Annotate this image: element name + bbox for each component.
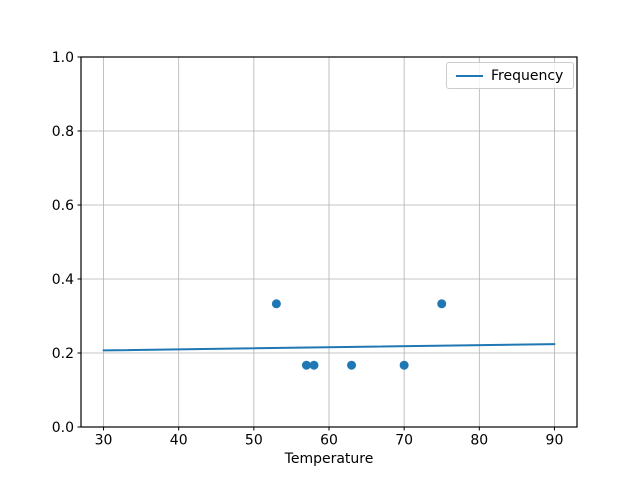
scatter-point — [301, 360, 311, 370]
legend: Frequency — [446, 62, 575, 89]
scatter-point — [271, 299, 281, 309]
y-tick-label: 0.4 — [52, 272, 74, 288]
y-tick-label: 1.0 — [52, 50, 74, 66]
x-tick-label: 40 — [170, 433, 188, 449]
series-line-frequency — [102, 343, 556, 352]
legend-label: Frequency — [491, 67, 564, 84]
x-tick-label: 70 — [395, 433, 413, 449]
x-tick-label: 60 — [320, 433, 338, 449]
x-tick-label: 30 — [95, 433, 113, 449]
plot-border — [80, 56, 578, 428]
y-tick-label: 0.8 — [52, 124, 74, 140]
scatter-point — [437, 299, 447, 309]
y-tick-label: 0.2 — [52, 346, 74, 362]
x-axis-label: Temperature — [284, 451, 374, 467]
x-tick-label: 50 — [245, 433, 263, 449]
scatter-point — [309, 360, 319, 370]
scatter-point — [347, 360, 357, 370]
x-tick-label: 80 — [470, 433, 488, 449]
y-tick-label: 0.6 — [52, 198, 74, 214]
x-tick-label: 90 — [546, 433, 564, 449]
scatter-point — [399, 360, 409, 370]
legend-line-sample — [456, 74, 483, 77]
y-tick-label: 0.0 — [52, 420, 74, 436]
